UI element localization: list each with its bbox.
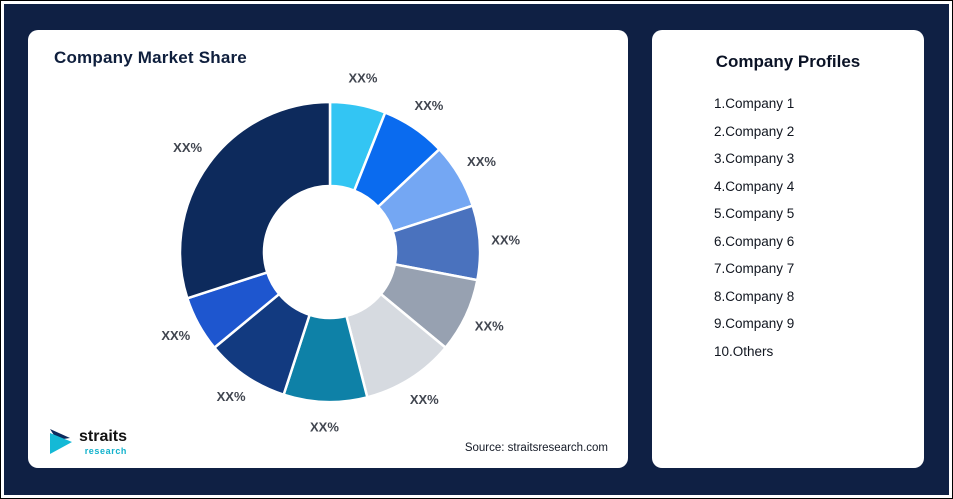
list-item: 5.Company 5 (714, 206, 795, 221)
logo-arrow-icon (50, 429, 72, 454)
logo-text: straits research (79, 427, 128, 456)
segment-label: XX% (310, 419, 339, 434)
straits-research-logo: straits research (48, 428, 127, 456)
company-list: 1.Company 1 2.Company 2 3.Company 3 4.Co… (652, 90, 924, 365)
segment-label: XX% (173, 140, 202, 155)
page-background: Company Market Share XX% XX% XX% XX% XX% XX% X… (4, 4, 949, 495)
logo-subtitle: research (84, 445, 128, 456)
company-profiles-card: Company Profiles 1.Company 1 2.Company 2… (652, 30, 924, 468)
list-item: 8.Company 8 (714, 288, 795, 304)
donut-segment (178, 100, 332, 300)
segment-label: XX% (161, 328, 190, 343)
list-item: 4.Company 4 (714, 178, 795, 194)
list-item: 6.Company 6 (714, 233, 795, 249)
segment-label: XX% (349, 71, 378, 86)
logo-name: straits (79, 427, 128, 445)
source-text: Source: straitsresearch.com (464, 442, 608, 454)
segment-label: XX% (410, 392, 439, 407)
list-item: 10.Others (714, 343, 774, 359)
segment-label: XX% (414, 98, 443, 113)
list-item: 1.Company 1 (714, 96, 795, 111)
donut-chart: XX% XX% XX% XX% XX% XX% XX% XX% XX% XX% (161, 71, 520, 435)
list-item: 9.Company 9 (714, 316, 795, 331)
market-share-card: Company Market Share XX% XX% XX% XX% XX% XX% X… (28, 30, 628, 468)
chart-title: Company Market Share (54, 48, 247, 67)
segment-label: XX% (217, 389, 246, 404)
list-item: 3.Company 3 (714, 151, 795, 166)
segment-label: XX% (491, 232, 520, 247)
list-item: 2.Company 2 (714, 123, 795, 139)
segment-label: XX% (475, 318, 504, 333)
profiles-title: Company Profiles (715, 52, 861, 71)
segment-label: XX% (467, 154, 496, 169)
list-item: 7.Company 7 (714, 261, 795, 276)
